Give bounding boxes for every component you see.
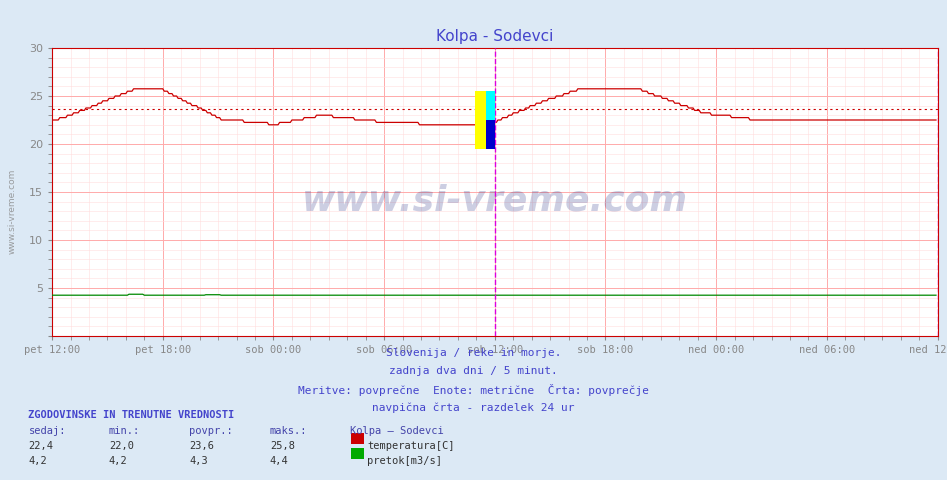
Text: Meritve: povprečne  Enote: metrične  Črta: povprečje: Meritve: povprečne Enote: metrične Črta:… — [298, 384, 649, 396]
Text: zadnja dva dni / 5 minut.: zadnja dva dni / 5 minut. — [389, 366, 558, 376]
Bar — [486, 120, 495, 149]
Text: 4,2: 4,2 — [28, 456, 47, 467]
Text: maks.:: maks.: — [270, 426, 308, 436]
Text: 4,4: 4,4 — [270, 456, 289, 467]
Bar — [475, 91, 486, 149]
Text: povpr.:: povpr.: — [189, 426, 233, 436]
Text: navpična črta - razdelek 24 ur: navpična črta - razdelek 24 ur — [372, 403, 575, 413]
Text: ZGODOVINSKE IN TRENUTNE VREDNOSTI: ZGODOVINSKE IN TRENUTNE VREDNOSTI — [28, 410, 235, 420]
Text: 23,6: 23,6 — [189, 441, 214, 451]
Text: 22,4: 22,4 — [28, 441, 53, 451]
Text: 22,0: 22,0 — [109, 441, 134, 451]
Text: Slovenija / reke in morje.: Slovenija / reke in morje. — [385, 348, 562, 358]
Bar — [486, 91, 495, 120]
Text: temperatura[C]: temperatura[C] — [367, 441, 455, 451]
Text: 25,8: 25,8 — [270, 441, 295, 451]
Text: 4,2: 4,2 — [109, 456, 128, 467]
Title: Kolpa - Sodevci: Kolpa - Sodevci — [437, 29, 553, 44]
Text: Kolpa – Sodevci: Kolpa – Sodevci — [350, 426, 444, 436]
Text: sedaj:: sedaj: — [28, 426, 66, 436]
Text: pretok[m3/s]: pretok[m3/s] — [367, 456, 442, 467]
Text: 4,3: 4,3 — [189, 456, 208, 467]
Text: www.si-vreme.com: www.si-vreme.com — [302, 184, 688, 217]
Text: min.:: min.: — [109, 426, 140, 436]
Text: www.si-vreme.com: www.si-vreme.com — [8, 168, 17, 254]
